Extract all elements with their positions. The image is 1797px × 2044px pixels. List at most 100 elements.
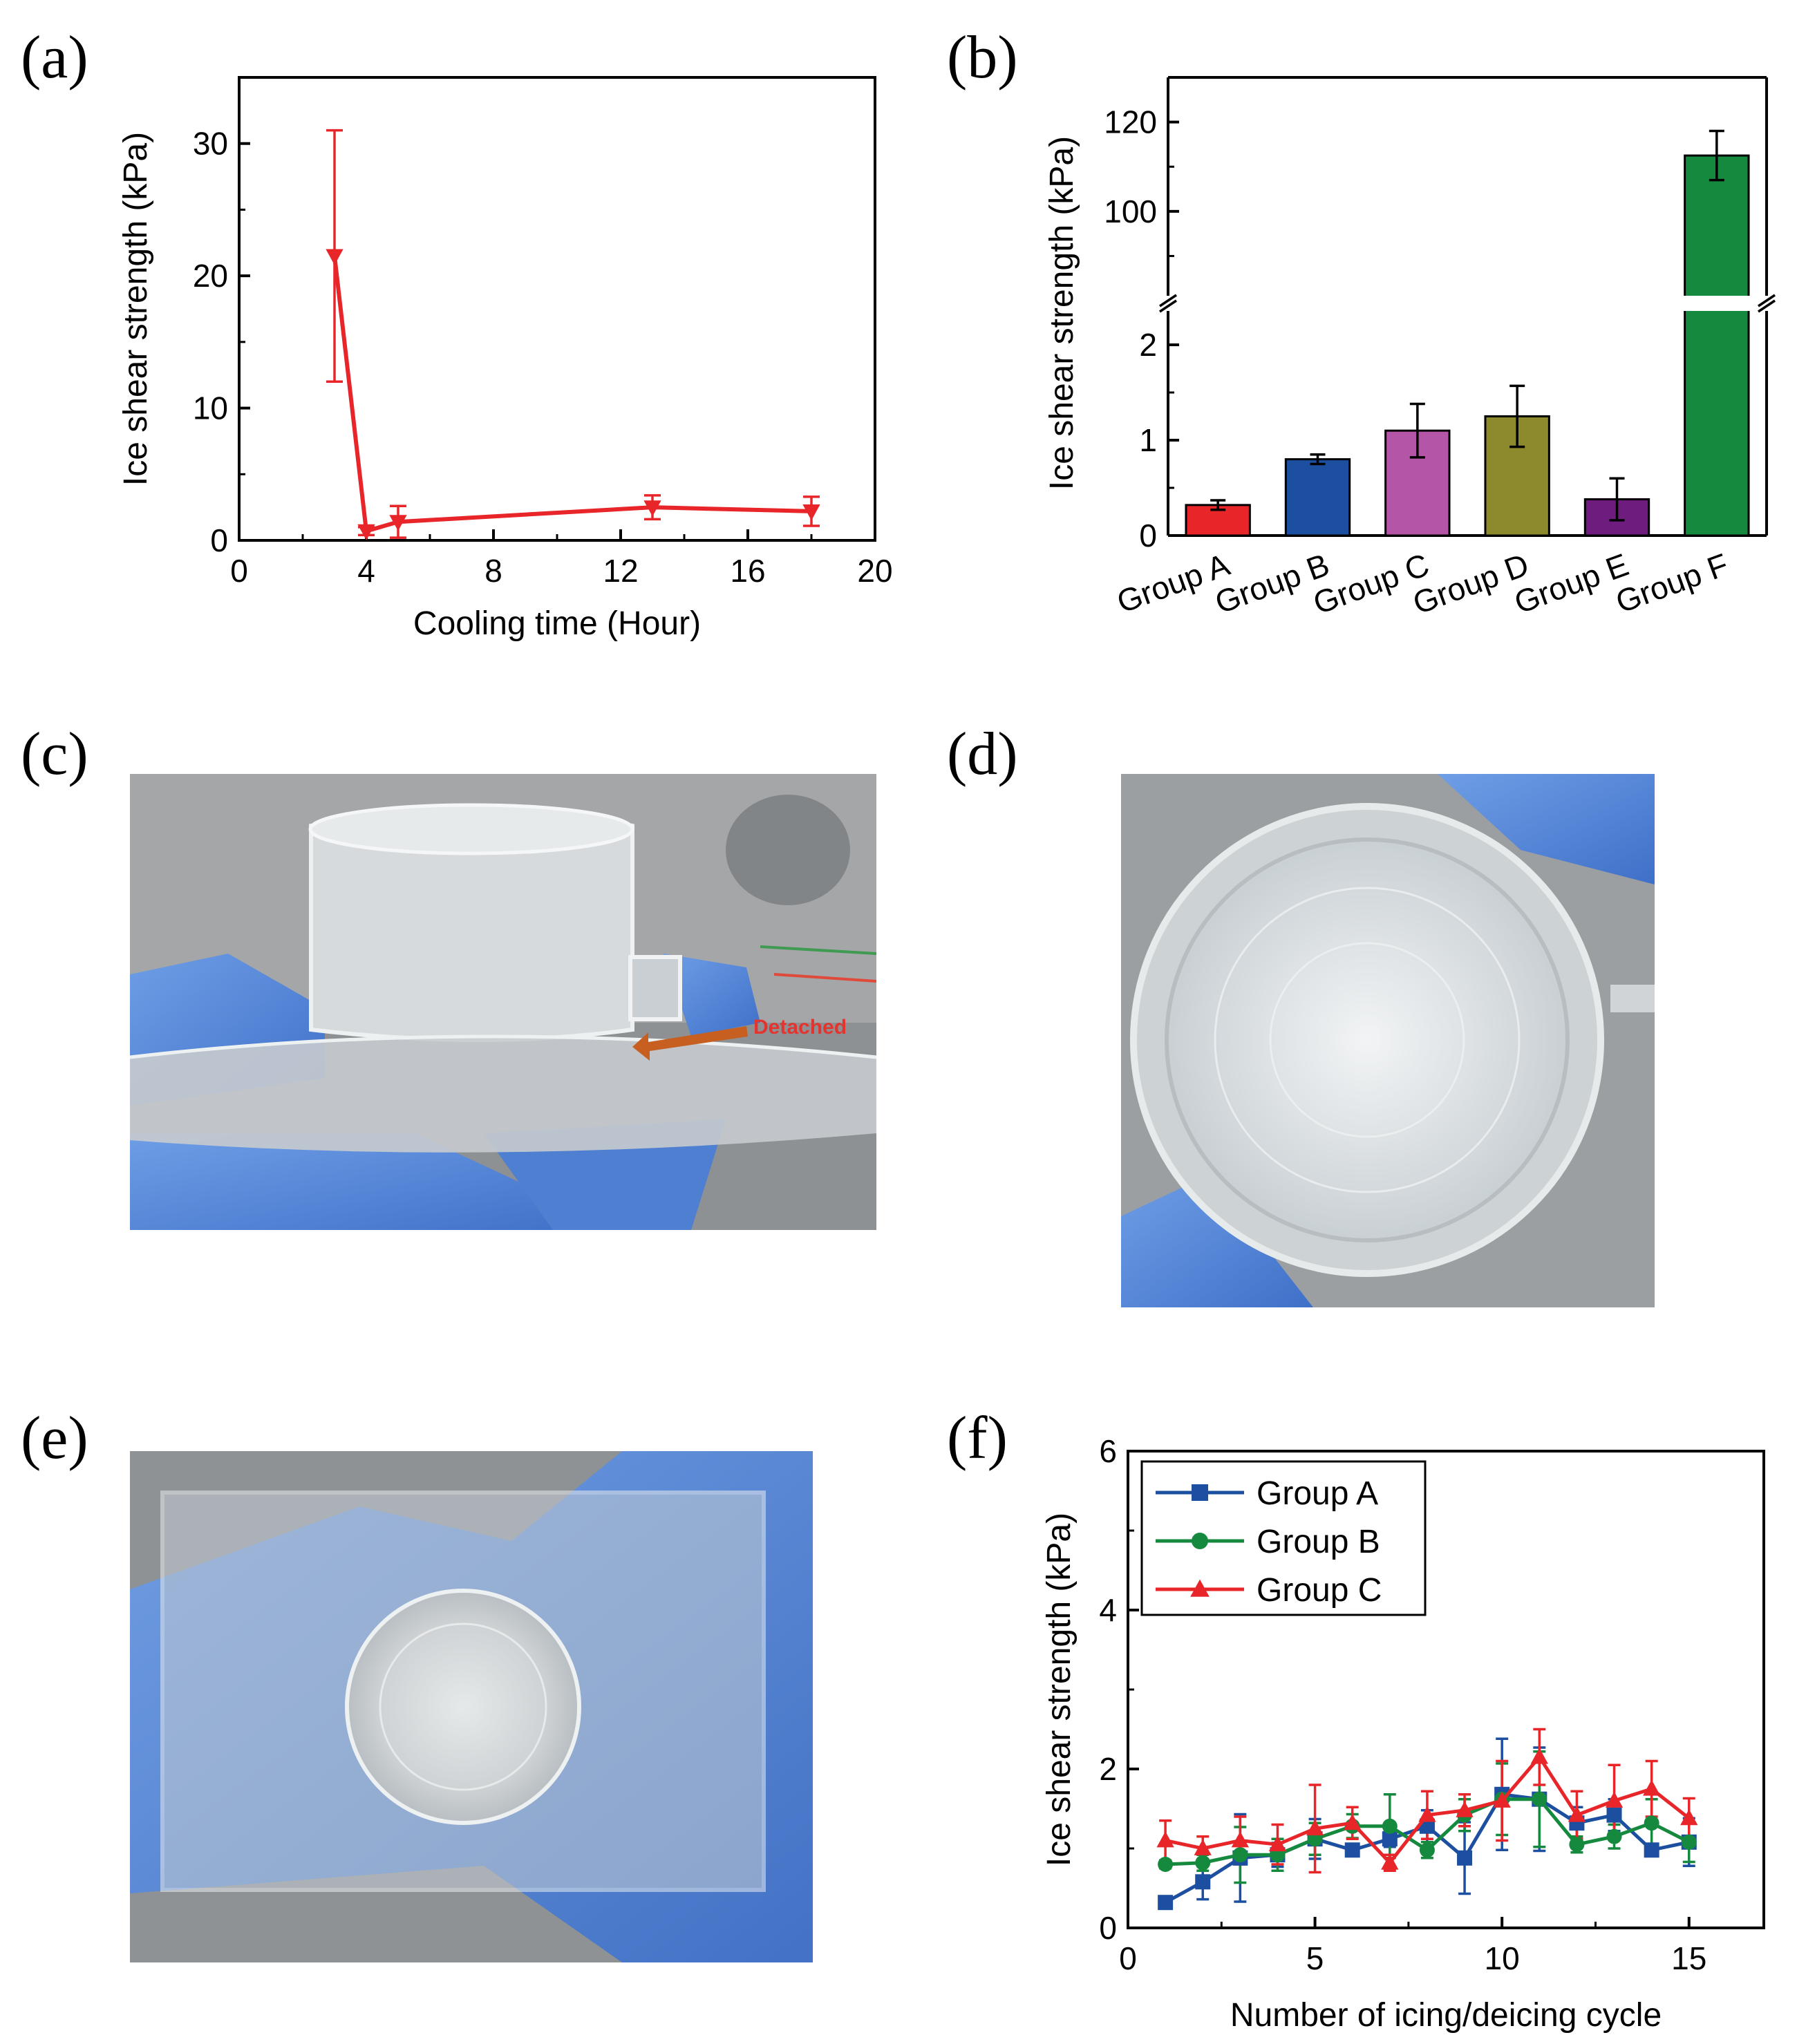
chart-f-point bbox=[1419, 1842, 1435, 1858]
chart-f-point bbox=[1680, 1809, 1698, 1826]
chart-b-break-mark-left-2 bbox=[1159, 294, 1177, 307]
panel-label-a: (a) bbox=[21, 24, 88, 91]
chart-f: 0 5 10 15 0 2 4 6 Group A Group B Group C Number … bbox=[1041, 1433, 1765, 2034]
chart-b-category-label: Group C bbox=[1308, 547, 1433, 621]
chart-b-break-mark-left-1 bbox=[1159, 299, 1177, 313]
chart-f-legend-label: Group B bbox=[1257, 1524, 1380, 1560]
chart-b-category-label: Group D bbox=[1408, 547, 1533, 621]
chart-b-ytick-label: 0 bbox=[1139, 518, 1157, 553]
chart-f-point bbox=[1344, 1814, 1362, 1830]
chart-b-bar bbox=[1684, 154, 1750, 537]
chart-f-point bbox=[1232, 1847, 1248, 1863]
chart-b-errorbar bbox=[1409, 402, 1425, 459]
chart-b-bar bbox=[1284, 458, 1351, 537]
detached-arrow-icon bbox=[632, 1026, 748, 1061]
chart-b-break-mark-right-2 bbox=[1758, 294, 1776, 307]
chart-a-series-line bbox=[332, 256, 812, 534]
photo-c-annotation: Detached bbox=[753, 1016, 847, 1039]
chart-f-point bbox=[1493, 1791, 1511, 1808]
chart-f-point bbox=[1382, 1818, 1398, 1834]
chart-a-xtick-label: 4 bbox=[357, 553, 375, 589]
chart-f-point bbox=[1194, 1839, 1212, 1855]
chart-a-point bbox=[389, 515, 407, 531]
chart-a-xlabel: Cooling time (Hour) bbox=[413, 605, 701, 642]
chart-f-xlabel: Number of icing/deicing cycle bbox=[1230, 1997, 1662, 2034]
chart-b-break-mark-right-1 bbox=[1758, 299, 1776, 313]
panel-label-f: (f) bbox=[947, 1405, 1008, 1472]
chart-f-point bbox=[1606, 1828, 1622, 1844]
chart-f-xtick-label: 0 bbox=[1119, 1940, 1137, 1976]
chart-f-legend-marker bbox=[1192, 1484, 1208, 1501]
chart-a-ylabel: Ice shear strength (kPa) bbox=[117, 132, 154, 486]
chart-f-ytick-label: 6 bbox=[1099, 1433, 1117, 1469]
chart-a-ytick-label: 20 bbox=[193, 258, 228, 294]
chart-a-xtick-label: 20 bbox=[857, 553, 892, 589]
chart-b-errorbar bbox=[1210, 499, 1226, 511]
chart-f-legend-marker bbox=[1190, 1579, 1210, 1597]
chart-a-xtick-label: 16 bbox=[730, 553, 765, 589]
chart-f-ylabel: Ice shear strength (kPa) bbox=[1041, 1513, 1078, 1866]
chart-a-ytick-label: 30 bbox=[193, 126, 228, 162]
chart-f-xtick-label: 5 bbox=[1306, 1940, 1324, 1976]
chart-f-point bbox=[1457, 1850, 1473, 1866]
chart-f-point bbox=[1231, 1831, 1250, 1848]
chart-f-point bbox=[1381, 1853, 1399, 1870]
chart-f-point bbox=[1644, 1842, 1659, 1858]
chart-b-ylabel: Ice shear strength (kPa) bbox=[1044, 136, 1080, 490]
chart-f-xtick-label: 15 bbox=[1671, 1940, 1706, 1976]
chart-a-xtick-label: 12 bbox=[603, 553, 638, 589]
chart-a-xtick-label: 0 bbox=[230, 553, 248, 589]
chart-f-point bbox=[1418, 1806, 1436, 1822]
chart-a-ytick-label: 0 bbox=[210, 522, 228, 558]
chart-b-errorbar bbox=[1310, 453, 1326, 466]
chart-a-point bbox=[643, 500, 661, 517]
chart-f-point bbox=[1642, 1779, 1661, 1796]
chart-f-point bbox=[1606, 1807, 1622, 1823]
chart-f-point bbox=[1605, 1791, 1624, 1808]
photo-e-ice-on-plate bbox=[130, 1451, 813, 1962]
chart-f-point bbox=[1195, 1874, 1211, 1890]
chart-f-ytick-label: 4 bbox=[1099, 1592, 1117, 1628]
chart-f-point bbox=[1382, 1831, 1398, 1847]
chart-f-point bbox=[1456, 1801, 1474, 1817]
chart-b-category-label: Group F bbox=[1611, 547, 1733, 621]
chart-a-point bbox=[326, 249, 344, 265]
chart-f-point bbox=[1344, 1842, 1360, 1858]
chart-f-point bbox=[1158, 1895, 1174, 1911]
chart-a-point bbox=[357, 524, 375, 540]
chart-a-xtick-label: 8 bbox=[484, 553, 502, 589]
chart-f-point bbox=[1158, 1857, 1174, 1872]
chart-b-category-label: Group A bbox=[1112, 546, 1234, 620]
chart-f-point bbox=[1268, 1835, 1287, 1852]
chart-f-point bbox=[1530, 1748, 1548, 1764]
chart-f-legend-label: Group C bbox=[1257, 1572, 1382, 1609]
chart-f-point bbox=[1569, 1837, 1585, 1853]
chart-a-point bbox=[802, 504, 820, 521]
panel-label-e: (e) bbox=[21, 1405, 88, 1472]
panel-label-b: (b) bbox=[947, 24, 1018, 91]
chart-f-legend-label: Group A bbox=[1257, 1475, 1378, 1512]
chart-b-category-label: Group B bbox=[1210, 547, 1334, 621]
photo-c-detached-ice-cup: Detached bbox=[129, 774, 877, 1230]
chart-f-point bbox=[1195, 1855, 1211, 1871]
chart-f-point bbox=[1568, 1806, 1586, 1822]
chart-f-legend-marker bbox=[1192, 1533, 1208, 1549]
chart-b-errorbar bbox=[1509, 384, 1525, 448]
chart-f-point bbox=[1532, 1791, 1547, 1807]
chart-f-ytick-label: 2 bbox=[1099, 1751, 1117, 1787]
chart-f-point bbox=[1681, 1834, 1697, 1850]
chart-b-ytick-label: 120 bbox=[1104, 104, 1157, 140]
chart-b-errorbar bbox=[1709, 129, 1724, 182]
chart-b-category-label: Group E bbox=[1509, 547, 1633, 621]
chart-a: 0 4 8 12 16 20 0 10 20 30 Cooling time (Hour) Ice… bbox=[117, 76, 893, 642]
chart-f-ytick-label: 0 bbox=[1099, 1910, 1117, 1946]
chart-a-ytick-label: 10 bbox=[193, 390, 228, 426]
chart-f-xtick-label: 10 bbox=[1485, 1940, 1520, 1976]
chart-f-legend: Group A Group B Group C bbox=[1140, 1460, 1427, 1616]
chart-b-ytick-label: 1 bbox=[1139, 422, 1157, 458]
chart-b-ytick-label: 2 bbox=[1139, 327, 1157, 363]
chart-b-axis-break-gap bbox=[1160, 296, 1775, 311]
chart-b-errorbar bbox=[1609, 477, 1625, 522]
panel-label-d: (d) bbox=[947, 721, 1018, 788]
